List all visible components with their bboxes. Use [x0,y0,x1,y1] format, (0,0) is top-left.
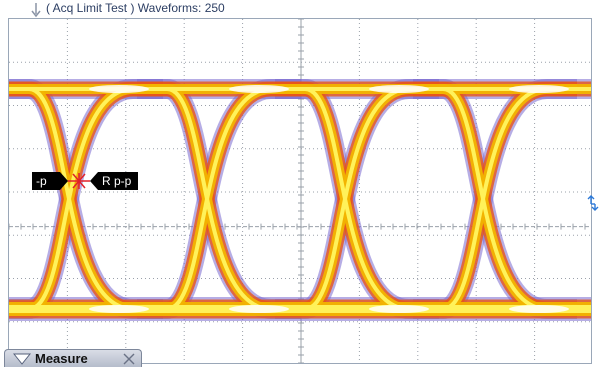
eye-hotspot [229,85,289,93]
eye-transition-rising [413,81,577,317]
eye-transition-rising [413,79,577,319]
eye-transition-rising [137,81,301,317]
eye-transition-falling [413,84,577,314]
eye-transition-rising [275,81,439,317]
eye-hotspot [509,305,569,313]
eye-transition-falling [275,79,439,319]
close-icon[interactable] [121,351,137,367]
scroll-arrow-icon[interactable] [585,194,599,212]
eye-hotspot [229,305,289,313]
eye-hotspot [369,85,429,93]
acquisition-status: ( Acq Limit Test ) Waveforms: 250 [46,1,225,15]
eye-transition-rising [137,87,301,311]
eye-transition-rising [413,84,577,314]
eye-hotspot [89,85,149,93]
eye-hotspot [509,85,569,93]
eye-hotspot [89,305,149,313]
eye-transition-falling [413,87,577,311]
waveform-display[interactable] [8,18,592,364]
eye-transition-falling [275,84,439,314]
eye-transition-falling [413,79,577,319]
eye-transition-rising [275,87,439,311]
eye-pattern-traces [9,79,591,321]
trigger-arrow-icon [31,3,41,18]
eye-diagram [9,19,591,363]
eye-transition-rising [413,87,577,311]
eye-transition-rising [137,79,301,319]
eye-transition-falling [137,79,301,319]
cursor-cross-icon[interactable] [64,172,94,190]
eye-hotspot [369,305,429,313]
eye-transition-rising [275,79,439,319]
measure-marker-right[interactable]: R p-p [90,172,138,190]
eye-transition-falling [413,81,577,317]
eye-transition-falling [275,81,439,317]
eye-transition-rising [9,87,163,311]
measure-panel-tab[interactable]: Measure [4,349,142,367]
measure-marker-left[interactable]: -p [32,172,68,190]
eye-transition-falling [137,84,301,314]
triangle-down-icon[interactable] [13,353,31,365]
measure-label: Measure [35,351,88,366]
eye-transition-falling [137,81,301,317]
eye-transition-rising [137,84,301,314]
eye-transition-falling [275,87,439,311]
eye-transition-rising [275,84,439,314]
eye-transition-falling [137,87,301,311]
